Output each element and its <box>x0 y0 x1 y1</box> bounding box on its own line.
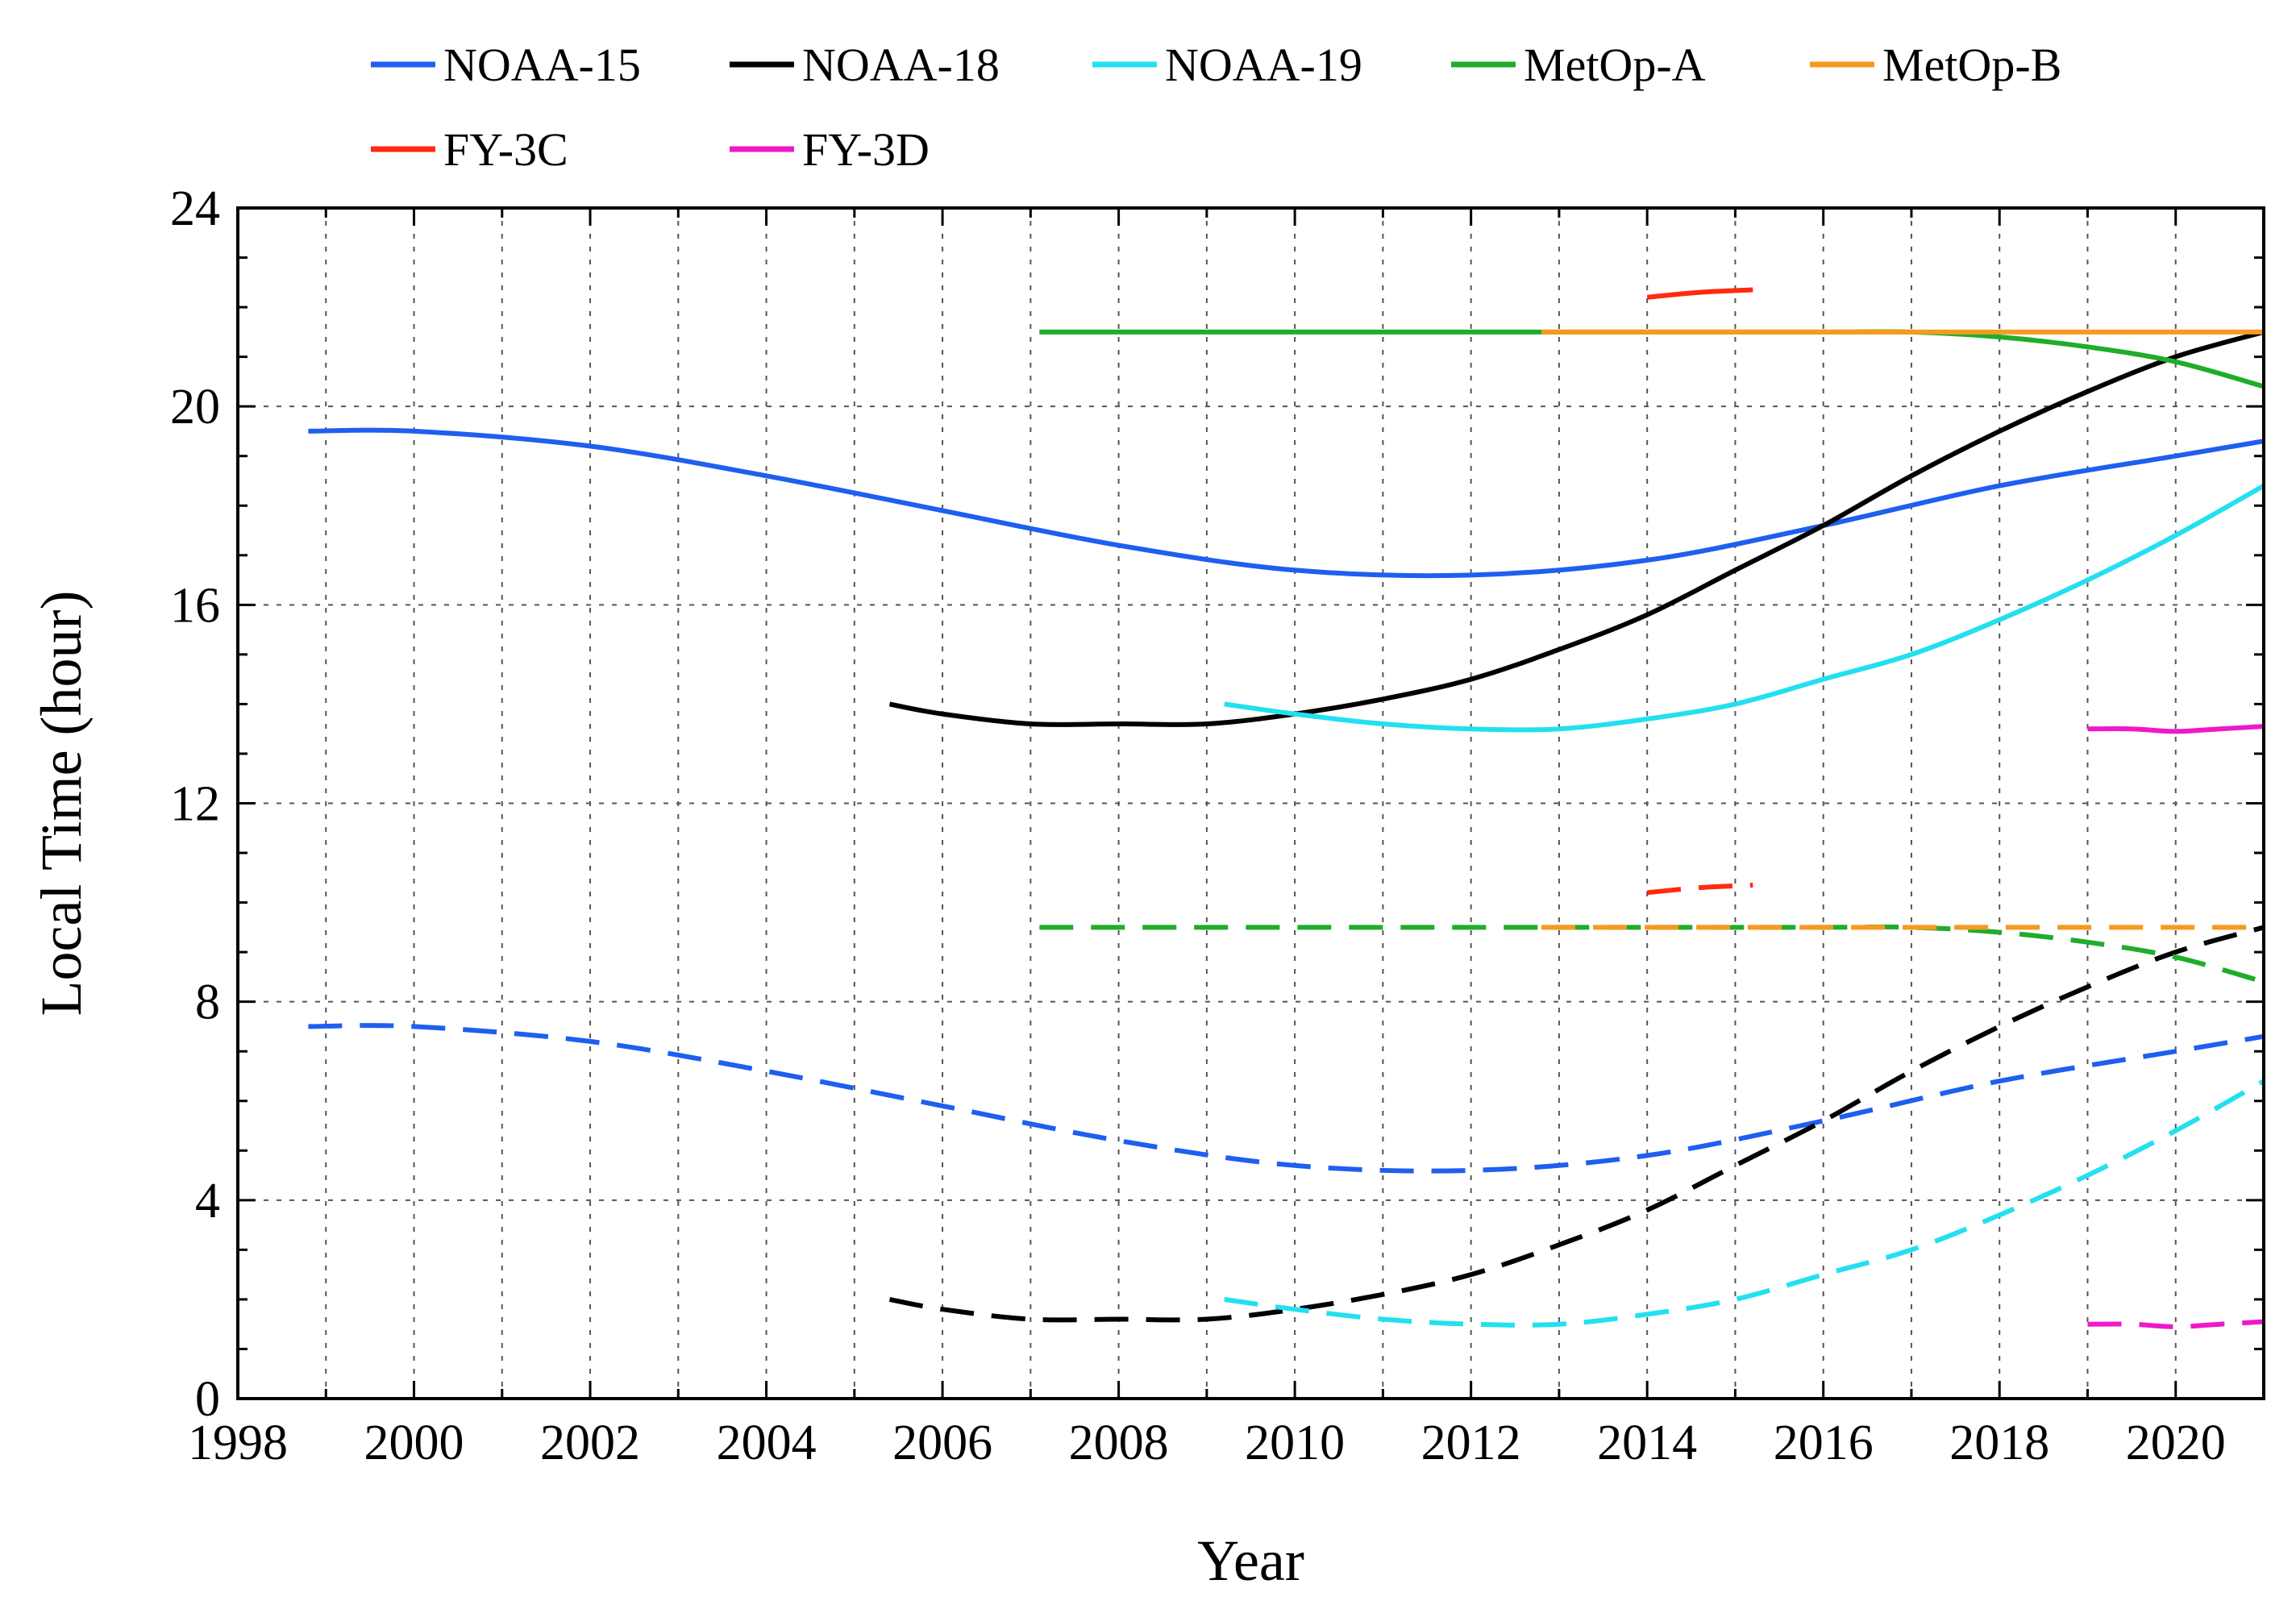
series-line-noaa-18-solid <box>888 330 2265 727</box>
x-tick-label: 2002 <box>540 1416 640 1470</box>
x-tick-label: 2018 <box>1949 1416 2049 1470</box>
series-lines <box>308 287 2265 1329</box>
series-line-fy-3d-dashed <box>2087 1319 2265 1329</box>
legend-item-metop-a: MetOp-A <box>1451 39 1706 91</box>
x-tick-label: 2016 <box>1774 1416 1874 1470</box>
y-tick-label: 20 <box>170 380 220 434</box>
y-axis-title: Local Time (hour) <box>29 591 94 1017</box>
series-line-fy-3c-dashed <box>1646 883 1753 896</box>
series-line-metop-a-dashed <box>1039 924 2265 984</box>
legend-item-noaa-15: NOAA-15 <box>371 39 641 91</box>
y-tick-label: 12 <box>170 777 220 832</box>
x-tick-label: 2008 <box>1069 1416 1169 1470</box>
series-line-noaa-19-solid <box>1224 483 2265 733</box>
x-tick-label: 2014 <box>1597 1416 1697 1470</box>
series-line-noaa-15-solid <box>308 427 2265 579</box>
legend-label-noaa-19: NOAA-19 <box>1165 39 1362 91</box>
legend-label-fy-3c: FY-3C <box>443 123 568 176</box>
y-axis: 0 4 8 12 16 20 24 <box>170 181 2264 1427</box>
legend-label-metop-a: MetOp-A <box>1524 39 1706 91</box>
grid <box>238 208 2264 1399</box>
legend-label-fy-3d: FY-3D <box>802 123 930 176</box>
legend-item-metop-b: MetOp-B <box>1810 39 2061 91</box>
x-tick-label: 2010 <box>1245 1416 1345 1470</box>
y-tick-label: 4 <box>195 1174 220 1229</box>
legend: NOAA-15 NOAA-18 NOAA-19 MetOp-A MetOp-B FY-3C… <box>371 39 2061 176</box>
y-tick-label: 16 <box>170 578 220 633</box>
series-line-noaa-18-dashed <box>888 925 2265 1323</box>
legend-label-noaa-15: NOAA-15 <box>443 39 641 91</box>
series-line-noaa-15-dashed <box>308 1023 2265 1174</box>
x-axis: 1998 2000 2002 2004 2006 2008 2010 2012 2014 2016… <box>188 208 2265 1470</box>
series-line-fy-3d-solid <box>2087 724 2265 734</box>
x-tick-label: 2000 <box>364 1416 464 1470</box>
x-tick-label: 1998 <box>188 1416 288 1470</box>
x-tick-label: 2006 <box>892 1416 992 1470</box>
y-tick-label: 24 <box>170 181 220 236</box>
y-tick-label: 8 <box>195 975 220 1030</box>
series-line-noaa-19-dashed <box>1224 1079 2265 1328</box>
plot-frame <box>236 206 2265 1400</box>
legend-item-fy-3d: FY-3D <box>730 123 930 176</box>
x-tick-label: 2012 <box>1421 1416 1521 1470</box>
series-line-fy-3c-solid <box>1646 287 1753 300</box>
legend-label-metop-b: MetOp-B <box>1882 39 2061 91</box>
legend-item-noaa-19: NOAA-19 <box>1092 39 1362 91</box>
series-line-metop-a-solid <box>1039 329 2265 389</box>
x-tick-label: 2004 <box>717 1416 817 1470</box>
y-tick-label: 0 <box>195 1372 220 1427</box>
legend-item-noaa-18: NOAA-18 <box>730 39 1000 91</box>
legend-label-noaa-18: NOAA-18 <box>802 39 1000 91</box>
x-axis-title: Year <box>1197 1528 1304 1593</box>
x-tick-label: 2020 <box>2126 1416 2226 1470</box>
legend-item-fy-3c: FY-3C <box>371 123 568 176</box>
